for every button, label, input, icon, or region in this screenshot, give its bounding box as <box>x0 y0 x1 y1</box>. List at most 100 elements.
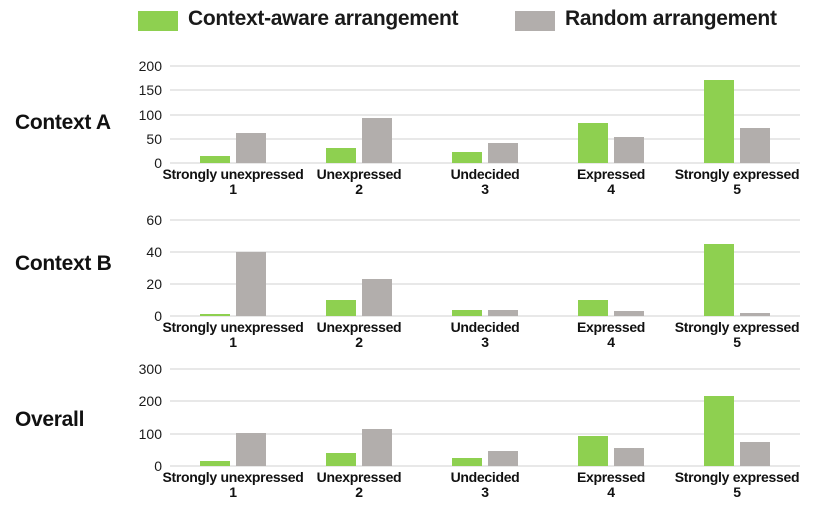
x-category-label: Strongly unexpressed 1 <box>162 470 303 500</box>
gridline <box>170 400 800 403</box>
bar-context-aware <box>326 148 356 163</box>
x-category-label: Unexpressed 2 <box>296 167 422 197</box>
bar-random <box>614 311 644 316</box>
x-category-label-text: Strongly expressed <box>674 319 800 335</box>
x-category-label: Strongly unexpressed 1 <box>162 320 303 350</box>
x-category-label-text: Strongly expressed <box>674 166 800 182</box>
x-category-label: Expressed 4 <box>548 167 674 197</box>
x-category-label: Strongly expressed 5 <box>674 167 800 197</box>
bar-random <box>488 451 518 466</box>
gridline <box>170 465 800 467</box>
y-tick-label: 200 <box>138 58 162 74</box>
y-tick-label: 40 <box>146 244 162 260</box>
x-category-label-text: Unexpressed <box>316 319 402 335</box>
bar-context-aware <box>326 300 356 316</box>
y-tick-label: 60 <box>146 212 162 228</box>
x-category-label-number: 5 <box>733 181 741 197</box>
bar-context-aware <box>704 395 734 466</box>
plot-context-a: 0 50 100 150 200 <box>139 58 800 171</box>
gridline <box>170 113 800 116</box>
y-tick-label: 300 <box>138 361 162 377</box>
gridline <box>170 137 800 140</box>
x-category-label-number: 4 <box>607 484 615 500</box>
x-category-label-text: Strongly expressed <box>674 469 800 485</box>
bar-context-aware <box>704 79 734 163</box>
y-tick-label: 150 <box>138 82 162 99</box>
x-category-label-text: Undecided <box>450 469 520 485</box>
x-category-label-number: 2 <box>355 334 363 350</box>
bar-random <box>740 442 770 466</box>
legend-swatch-context-aware-icon <box>138 11 178 31</box>
x-category-label: Undecided 3 <box>422 167 548 197</box>
x-category-label: Strongly expressed 5 <box>674 320 800 350</box>
y-tick-label: 0 <box>154 308 162 324</box>
y-tick-label: 20 <box>146 276 162 292</box>
x-category-label-text: Strongly unexpressed <box>162 319 304 335</box>
x-category-label-number: 2 <box>355 181 363 197</box>
gridline <box>170 315 800 317</box>
bar-context-aware <box>578 123 608 163</box>
x-category-label-text: Strongly unexpressed <box>162 469 304 485</box>
bar-context-aware <box>452 152 482 163</box>
x-category-label-number: 4 <box>607 181 615 197</box>
bar-random <box>614 447 644 466</box>
y-tick-label: 200 <box>138 393 162 410</box>
x-category-label: Expressed 4 <box>548 320 674 350</box>
legend-label-random: Random arrangement <box>565 7 777 30</box>
y-tick-label: 0 <box>154 458 162 474</box>
x-category-label-number: 1 <box>229 484 237 500</box>
x-category-label: Undecided 3 <box>422 320 548 350</box>
x-axis-labels-context-b: Strongly unexpressed 1 Unexpressed 2 Undecid… <box>162 320 800 350</box>
bar-context-aware <box>704 244 734 316</box>
x-category-label-number: 1 <box>229 334 237 350</box>
x-axis-labels-context-a: Strongly unexpressed 1 Unexpressed 2 Undecid… <box>162 167 800 197</box>
bar-random <box>362 279 392 316</box>
bar-context-aware <box>200 155 230 163</box>
bar-context-aware <box>452 309 482 316</box>
gridline <box>170 65 800 67</box>
x-category-label: Undecided 3 <box>422 470 548 500</box>
x-category-label-number: 3 <box>481 484 489 500</box>
x-category-label-number: 5 <box>733 484 741 500</box>
gridline <box>170 89 800 92</box>
x-category-label-number: 5 <box>733 334 741 350</box>
x-category-label-number: 2 <box>355 484 363 500</box>
gridline <box>170 162 800 164</box>
bar-context-aware <box>200 460 230 466</box>
gridline <box>170 283 800 285</box>
x-category-label-text: Undecided <box>450 166 520 182</box>
bar-random <box>740 312 770 316</box>
x-category-label-number: 4 <box>607 334 615 350</box>
bar-random <box>362 118 392 163</box>
bar-random <box>488 142 518 163</box>
x-axis-labels-overall: Strongly unexpressed 1 Unexpressed 2 Undecid… <box>162 469 800 500</box>
x-category-label-text: Expressed <box>576 166 646 182</box>
chart-title-context-b: Context B <box>15 252 112 275</box>
x-category-label-number: 1 <box>229 181 237 197</box>
x-category-label-text: Strongly unexpressed <box>162 166 304 182</box>
bar-random <box>362 428 392 466</box>
x-category-label-text: Expressed <box>576 469 646 485</box>
bar-random <box>488 309 518 316</box>
chart-title-context-a: Context A <box>15 111 111 134</box>
x-category-label: Strongly unexpressed 1 <box>162 167 303 197</box>
x-category-label-text: Undecided <box>450 319 520 335</box>
x-category-label: Expressed 4 <box>548 470 674 500</box>
plot-overall: 0 100 200 300 <box>139 361 800 474</box>
gridline <box>170 251 800 253</box>
gridline <box>170 432 800 435</box>
bar-context-aware <box>578 436 608 466</box>
y-tick-label: 100 <box>138 106 162 123</box>
bar-random <box>236 132 266 163</box>
x-category-label-text: Unexpressed <box>316 469 402 485</box>
bar-context-aware <box>200 314 230 316</box>
legend-swatch-random-icon <box>515 11 555 31</box>
bar-random <box>614 136 644 163</box>
x-category-label: Unexpressed 2 <box>296 320 422 350</box>
y-tick-label: 50 <box>146 130 162 147</box>
bar-context-aware <box>326 453 356 466</box>
bar-random <box>236 252 266 316</box>
bar-random <box>236 433 266 466</box>
legend-label-context-aware: Context-aware arrangement <box>188 7 459 30</box>
bar-context-aware <box>452 457 482 466</box>
